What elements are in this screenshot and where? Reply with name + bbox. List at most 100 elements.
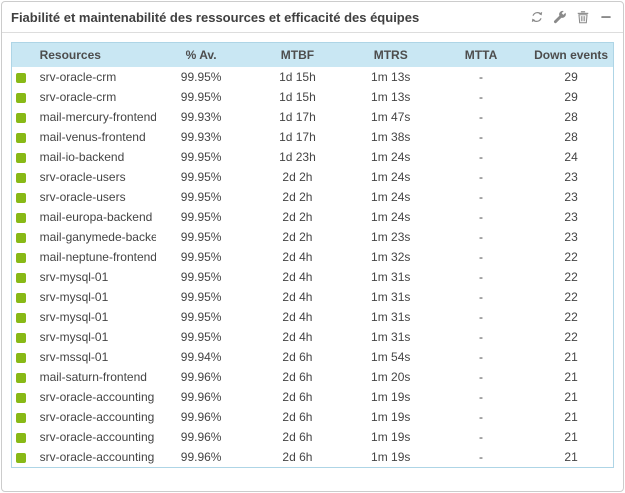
- widget-body: Resources % Av. MTBF MTRS MTTA Down even…: [2, 33, 623, 477]
- down-events-value: 28: [529, 107, 614, 127]
- configure-button[interactable]: [552, 9, 568, 25]
- resource-name: mail-venus-frontend: [35, 127, 156, 147]
- status-cell: [11, 107, 36, 127]
- down-events-value: 21: [529, 387, 614, 407]
- column-header-mtbf[interactable]: MTBF: [246, 42, 349, 67]
- status-ok-icon: [16, 212, 26, 223]
- availability-value: 99.93%: [155, 107, 247, 127]
- mtta-value: -: [432, 147, 530, 167]
- delete-button[interactable]: [575, 9, 591, 25]
- table-row[interactable]: srv-oracle-accounting 99.96% 2d 6h 1m 19…: [11, 407, 614, 427]
- table-row[interactable]: mail-europa-backend 99.95% 2d 2h 1m 24s …: [11, 207, 614, 227]
- status-ok-icon: [16, 112, 26, 123]
- mtbf-value: 2d 2h: [246, 227, 349, 247]
- table-row[interactable]: mail-saturn-frontend 99.96% 2d 6h 1m 20s…: [11, 367, 614, 387]
- availability-value: 99.95%: [155, 227, 247, 247]
- table-row[interactable]: srv-oracle-crm 99.95% 1d 15h 1m 13s - 29: [11, 67, 614, 87]
- mtrs-value: 1m 19s: [348, 387, 433, 407]
- table-row[interactable]: srv-oracle-users 99.95% 2d 2h 1m 24s - 2…: [11, 187, 614, 207]
- mtbf-value: 1d 15h: [246, 87, 349, 107]
- down-events-value: 22: [529, 307, 614, 327]
- status-ok-icon: [16, 232, 26, 243]
- mtta-value: -: [432, 327, 530, 347]
- mtbf-value: 1d 23h: [246, 147, 349, 167]
- status-cell: [11, 327, 36, 347]
- mtrs-value: 1m 31s: [348, 287, 433, 307]
- resource-name: srv-mysql-01: [35, 307, 156, 327]
- column-header-mtta[interactable]: MTTA: [432, 42, 530, 67]
- mtta-value: -: [432, 67, 530, 87]
- down-events-value: 29: [529, 87, 614, 107]
- resource-name: mail-neptune-frontend: [35, 247, 156, 267]
- down-events-value: 21: [529, 447, 614, 468]
- mtbf-value: 2d 4h: [246, 267, 349, 287]
- resource-name: mail-ganymede-backend: [35, 227, 156, 247]
- column-header-availability[interactable]: % Av.: [155, 42, 247, 67]
- status-ok-icon: [16, 452, 26, 463]
- mtbf-value: 1d 17h: [246, 107, 349, 127]
- table-row[interactable]: mail-venus-frontend 99.93% 1d 17h 1m 38s…: [11, 127, 614, 147]
- availability-value: 99.96%: [155, 447, 247, 468]
- down-events-value: 23: [529, 167, 614, 187]
- mtbf-value: 2d 2h: [246, 207, 349, 227]
- refresh-button[interactable]: [529, 9, 545, 25]
- column-header-status: [11, 42, 36, 67]
- mtrs-value: 1m 24s: [348, 187, 433, 207]
- table-row[interactable]: srv-oracle-accounting 99.96% 2d 6h 1m 19…: [11, 447, 614, 468]
- status-cell: [11, 407, 36, 427]
- mtbf-value: 2d 2h: [246, 167, 349, 187]
- wrench-icon: [553, 10, 567, 24]
- resource-name: srv-oracle-accounting: [35, 447, 156, 468]
- resource-name: srv-oracle-users: [35, 167, 156, 187]
- table-row[interactable]: mail-mercury-frontend 99.93% 1d 17h 1m 4…: [11, 107, 614, 127]
- availability-value: 99.95%: [155, 307, 247, 327]
- status-ok-icon: [16, 432, 26, 443]
- mtta-value: -: [432, 287, 530, 307]
- table-row[interactable]: mail-ganymede-backend 99.95% 2d 2h 1m 23…: [11, 227, 614, 247]
- column-header-resources[interactable]: Resources: [35, 42, 156, 67]
- column-header-mtrs[interactable]: MTRS: [348, 42, 433, 67]
- mtrs-value: 1m 19s: [348, 427, 433, 447]
- down-events-value: 29: [529, 67, 614, 87]
- availability-value: 99.95%: [155, 147, 247, 167]
- table-row[interactable]: mail-neptune-frontend 99.95% 2d 4h 1m 32…: [11, 247, 614, 267]
- availability-value: 99.95%: [155, 327, 247, 347]
- status-ok-icon: [16, 152, 26, 163]
- mtbf-value: 2d 6h: [246, 427, 349, 447]
- mtrs-value: 1m 20s: [348, 367, 433, 387]
- resource-name: mail-io-backend: [35, 147, 156, 167]
- mtrs-value: 1m 13s: [348, 87, 433, 107]
- availability-value: 99.95%: [155, 87, 247, 107]
- resource-name: srv-oracle-accounting: [35, 427, 156, 447]
- table-row[interactable]: srv-mysql-01 99.95% 2d 4h 1m 31s - 22: [11, 307, 614, 327]
- status-ok-icon: [16, 92, 26, 103]
- table-row[interactable]: srv-mssql-01 99.94% 2d 6h 1m 54s - 21: [11, 347, 614, 367]
- table-row[interactable]: srv-oracle-users 99.95% 2d 2h 1m 24s - 2…: [11, 167, 614, 187]
- resource-name: srv-oracle-accounting: [35, 387, 156, 407]
- column-header-down-events[interactable]: Down events: [529, 42, 614, 67]
- table-row[interactable]: srv-mysql-01 99.95% 2d 4h 1m 31s - 22: [11, 267, 614, 287]
- mtta-value: -: [432, 387, 530, 407]
- mtbf-value: 2d 6h: [246, 347, 349, 367]
- table-row[interactable]: mail-io-backend 99.95% 1d 23h 1m 24s - 2…: [11, 147, 614, 167]
- resource-name: srv-mysql-01: [35, 327, 156, 347]
- mtbf-value: 2d 2h: [246, 187, 349, 207]
- status-cell: [11, 147, 36, 167]
- table-row[interactable]: srv-mysql-01 99.95% 2d 4h 1m 31s - 22: [11, 327, 614, 347]
- mtta-value: -: [432, 127, 530, 147]
- down-events-value: 21: [529, 407, 614, 427]
- table-row[interactable]: srv-oracle-accounting 99.96% 2d 6h 1m 19…: [11, 427, 614, 447]
- table-row[interactable]: srv-oracle-crm 99.95% 1d 15h 1m 13s - 29: [11, 87, 614, 107]
- status-cell: [11, 127, 36, 147]
- table-row[interactable]: srv-mysql-01 99.95% 2d 4h 1m 31s - 22: [11, 287, 614, 307]
- status-ok-icon: [16, 172, 26, 183]
- table-row[interactable]: srv-oracle-accounting 99.96% 2d 6h 1m 19…: [11, 387, 614, 407]
- availability-value: 99.95%: [155, 207, 247, 227]
- availability-value: 99.95%: [155, 67, 247, 87]
- resource-name: srv-mysql-01: [35, 267, 156, 287]
- widget-title: Fiabilité et maintenabilité des ressourc…: [11, 9, 420, 25]
- collapse-button[interactable]: [598, 9, 614, 25]
- mtta-value: -: [432, 107, 530, 127]
- status-cell: [11, 67, 36, 87]
- mtta-value: -: [432, 307, 530, 327]
